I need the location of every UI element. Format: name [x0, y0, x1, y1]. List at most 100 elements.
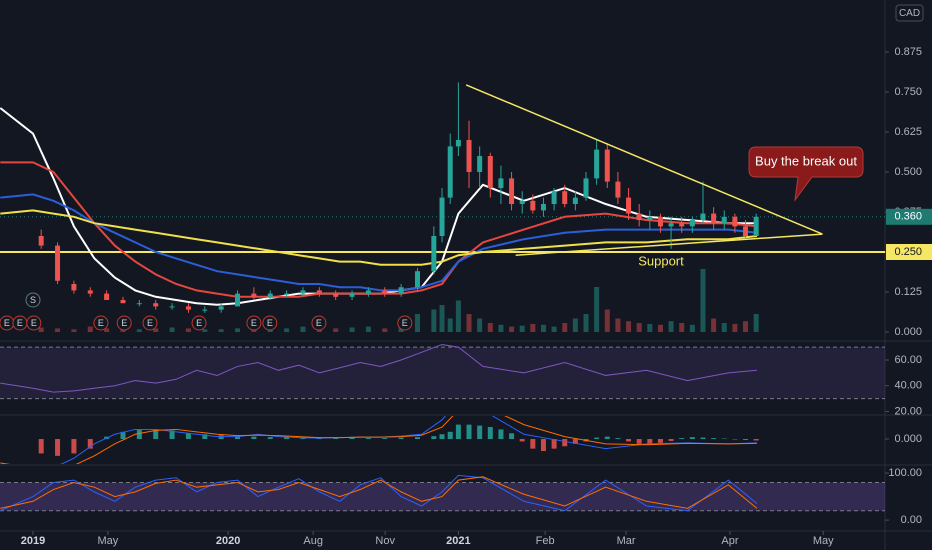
macd-histogram-bar: [668, 439, 674, 441]
candle-body: [455, 140, 461, 147]
earnings-label: E: [4, 318, 10, 328]
macd-histogram-bar: [477, 425, 483, 440]
macd-histogram-bar: [267, 437, 273, 440]
volume-bar: [657, 324, 663, 332]
candle-body: [71, 284, 77, 291]
macd-histogram-bar: [398, 437, 404, 440]
macd-histogram-bar: [235, 436, 241, 440]
stochastic-k: [0, 474, 758, 512]
candle-body: [657, 216, 663, 227]
macd-histogram-bar: [431, 436, 437, 440]
volume-bar: [594, 287, 600, 332]
candle-body: [382, 290, 388, 294]
macd-panel: [0, 416, 759, 464]
candle-body: [333, 293, 339, 297]
candle-body: [447, 146, 453, 198]
volume-bar: [679, 323, 685, 332]
candle-body: [604, 149, 610, 182]
signal-line: [0, 416, 757, 464]
volume-bar: [455, 300, 461, 332]
volume-bar: [519, 325, 525, 332]
volume-bar: [540, 324, 546, 332]
macd-histogram-bar: [689, 437, 695, 440]
rsi-panel: [0, 344, 885, 400]
y-tick-label: 100.00: [888, 467, 922, 479]
volume-bar: [668, 321, 674, 332]
candle-body: [153, 303, 159, 307]
trendline: [465, 84, 823, 235]
volume-bar: [439, 305, 445, 332]
candle-body: [753, 216, 759, 236]
earnings-label: E: [267, 318, 273, 328]
x-tick-label: May: [813, 535, 834, 547]
macd-histogram-bar: [71, 439, 77, 454]
candle-body: [284, 293, 290, 295]
volume-bar: [509, 326, 515, 332]
macd-histogram-bar: [594, 437, 600, 440]
volume-bar: [153, 328, 159, 332]
macd-histogram-bar: [743, 439, 749, 440]
candle-body: [235, 293, 241, 307]
candle-body: [583, 178, 589, 198]
candle-body: [104, 293, 110, 300]
volume-bar: [365, 326, 371, 332]
candle-body: [487, 156, 493, 188]
earnings-label: E: [196, 318, 202, 328]
moving-average: [0, 193, 758, 292]
macd-histogram-bar: [540, 439, 546, 452]
volume-bar: [498, 324, 504, 332]
candle-body: [414, 271, 420, 288]
volume-bar: [202, 329, 208, 332]
macd-histogram-bar: [333, 438, 339, 440]
candle-body: [732, 216, 738, 227]
x-tick-label: 2020: [216, 535, 240, 547]
candle-body: [594, 149, 600, 179]
y-tick-label: 0.125: [894, 286, 922, 298]
candle-body: [136, 303, 142, 305]
candle-body: [679, 223, 685, 227]
candle-body: [519, 200, 525, 204]
macd-histogram-bar: [530, 439, 536, 449]
volume-bar: [185, 328, 191, 332]
volume-bar: [349, 327, 355, 332]
macd-histogram-bar: [487, 427, 493, 440]
earnings-label: E: [17, 318, 23, 328]
y-tick-label: 20.00: [894, 405, 922, 417]
callout-box: [748, 146, 864, 202]
volume-bar: [530, 323, 536, 332]
volume-bar: [487, 323, 493, 332]
volume-bar: [251, 329, 257, 332]
candle-body: [636, 213, 642, 220]
candle-body: [218, 306, 224, 310]
macd-histogram-bar: [251, 436, 257, 440]
candle-body: [251, 293, 257, 297]
y-tick-label: 0.750: [894, 86, 922, 98]
volume-bar: [615, 318, 621, 332]
volume-bar: [689, 324, 695, 332]
last-price-box: [886, 208, 932, 225]
candle-body: [365, 290, 371, 294]
earnings-label: E: [121, 318, 127, 328]
macd-histogram-bar: [509, 433, 515, 440]
x-tick-label: Aug: [303, 535, 323, 547]
volume-bar: [38, 327, 44, 332]
volume-bar: [732, 323, 738, 332]
moving-average: [0, 209, 758, 266]
earnings-marker: [191, 315, 207, 331]
candle-body: [700, 213, 706, 220]
volume-bar: [551, 326, 557, 332]
axes: 0.0000.1250.2500.3750.5000.6250.7500.875…: [21, 46, 932, 547]
trendline: [515, 233, 823, 256]
macd-histogram-bar: [615, 438, 621, 440]
candle-body: [647, 216, 653, 220]
volume-bar: [300, 326, 306, 332]
volume-bar: [583, 314, 589, 332]
split-label: S: [30, 295, 36, 305]
candle-body: [185, 306, 191, 310]
macd-histogram-bar: [636, 439, 642, 444]
macd-histogram-bar: [284, 437, 290, 440]
volume-bar: [743, 321, 749, 332]
macd-histogram-bar: [700, 437, 706, 440]
macd-histogram-bar: [447, 431, 453, 440]
